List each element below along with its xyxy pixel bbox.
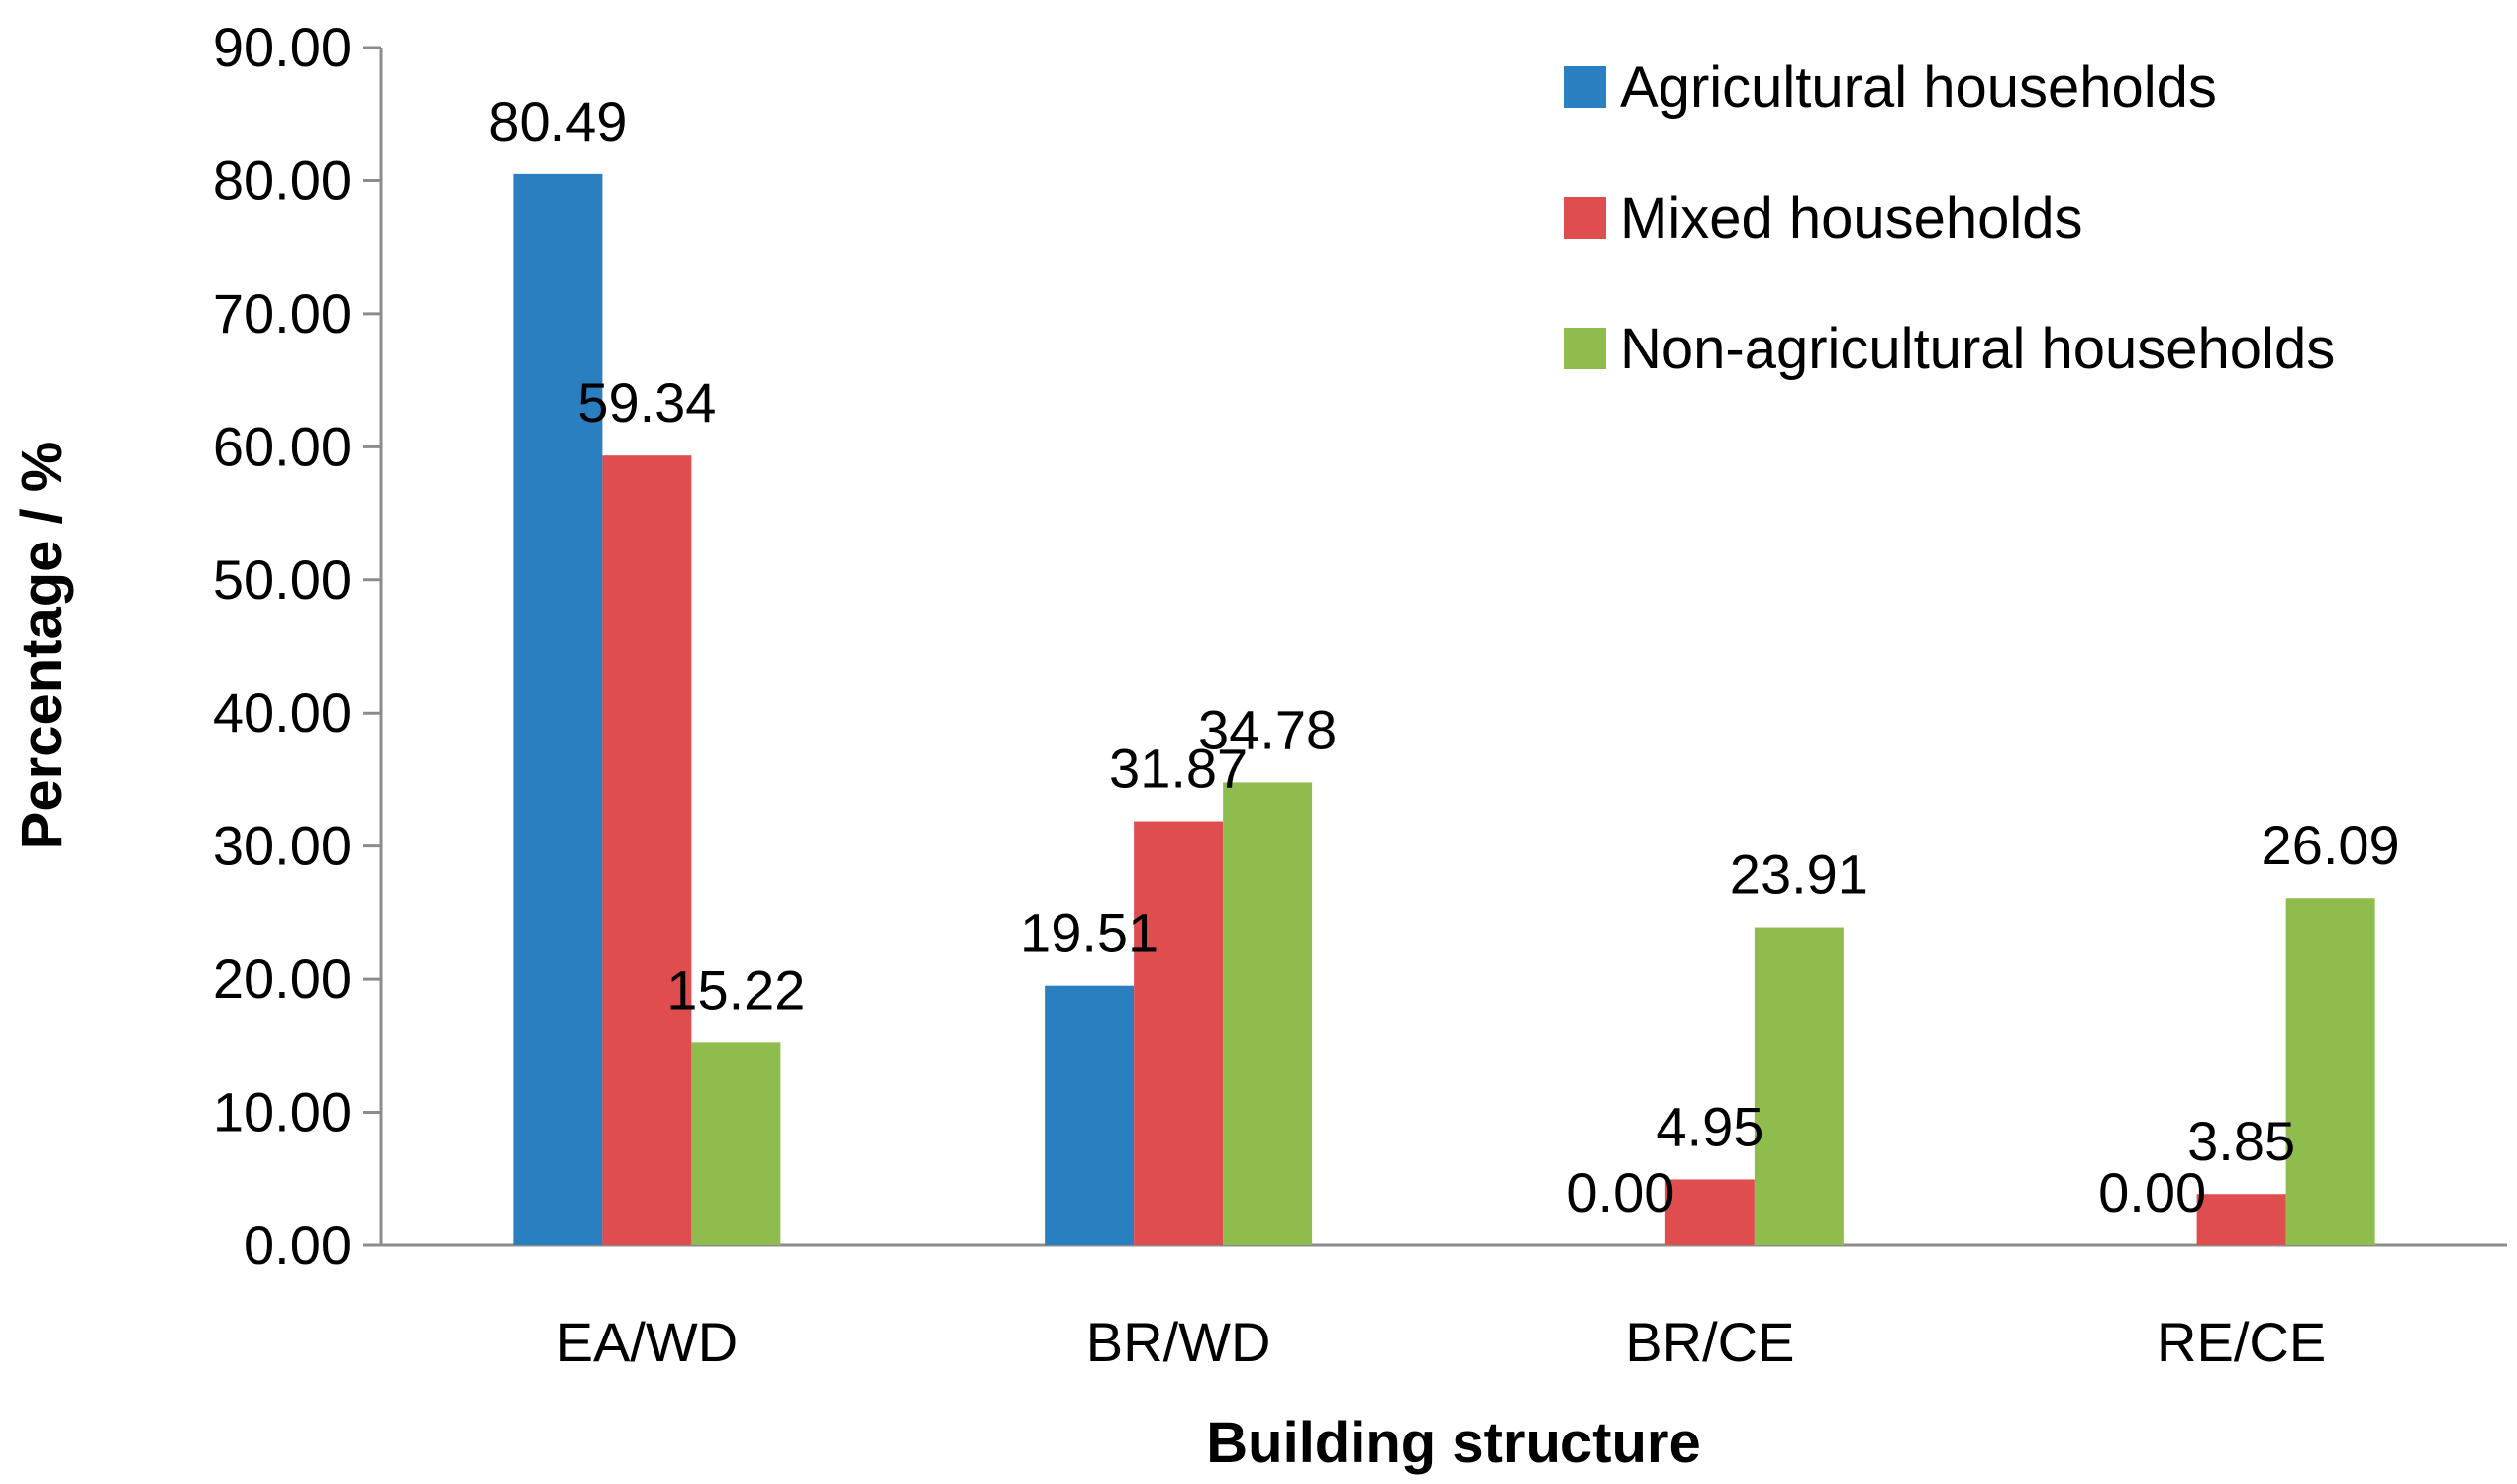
data-label: 15.22 — [666, 958, 805, 1021]
bar — [2285, 898, 2375, 1245]
data-label: 59.34 — [577, 371, 716, 434]
legend-swatch — [1564, 66, 1606, 108]
y-tick-label: 90.00 — [213, 16, 352, 78]
bar — [691, 1042, 781, 1245]
bar — [602, 455, 692, 1245]
x-axis: EA/WD BR/WD BR/CE RE/CE — [381, 1243, 2507, 1373]
y-tick-label: 60.00 — [213, 415, 352, 477]
x-tick-label: BR/WD — [1086, 1311, 1271, 1373]
legend-label: Agricultural households — [1620, 55, 2217, 120]
y-tick-label: 30.00 — [213, 815, 352, 877]
y-tick-label: 70.00 — [213, 282, 352, 345]
data-label: 34.78 — [1198, 698, 1337, 760]
data-label: 4.95 — [1656, 1095, 1763, 1157]
data-label: 80.49 — [488, 90, 627, 152]
y-axis-title: Percentage / % — [10, 442, 74, 850]
y-tick-label: 40.00 — [213, 681, 352, 743]
x-axis-title: Building structure — [1206, 1411, 1700, 1475]
bar — [513, 173, 603, 1245]
bar — [1045, 985, 1135, 1245]
x-tick-label: RE/CE — [2157, 1311, 2326, 1373]
bar — [1223, 782, 1313, 1245]
bars-group — [513, 173, 2375, 1245]
x-tick-label: EA/WD — [556, 1311, 739, 1373]
data-label: 23.91 — [1730, 843, 1868, 906]
legend-swatch — [1564, 197, 1606, 239]
y-tick-label: 0.00 — [244, 1214, 352, 1276]
data-label: 3.85 — [2187, 1110, 2295, 1172]
bar — [2196, 1194, 2286, 1245]
legend-swatch — [1564, 328, 1606, 369]
data-label: 26.09 — [2262, 814, 2400, 876]
data-label: 31.87 — [1109, 738, 1248, 800]
data-labels-group: 80.49 19.51 0.00 0.00 59.34 31.87 4.95 3.85 15.2… — [488, 90, 2399, 1224]
y-tick-label: 80.00 — [213, 148, 352, 211]
x-tick-label: BR/CE — [1625, 1311, 1794, 1373]
y-tick-label: 10.00 — [213, 1081, 352, 1143]
legend-label: Non-agricultural households — [1620, 317, 2335, 381]
legend-label: Mixed households — [1620, 186, 2083, 250]
bar — [1664, 1179, 1755, 1245]
data-label: 19.51 — [1020, 902, 1158, 964]
y-tick-label: 20.00 — [213, 947, 352, 1010]
y-axis: 0.00 10.00 20.00 30.00 40.00 50.00 60.00 70.00 8… — [213, 16, 383, 1276]
data-label: 0.00 — [1566, 1161, 1674, 1224]
bar — [1134, 821, 1224, 1245]
bar — [1754, 927, 1844, 1245]
y-tick-label: 50.00 — [213, 548, 352, 611]
legend: Agricultural households Mixed households N… — [1564, 55, 2335, 381]
data-label: 0.00 — [2098, 1161, 2206, 1224]
